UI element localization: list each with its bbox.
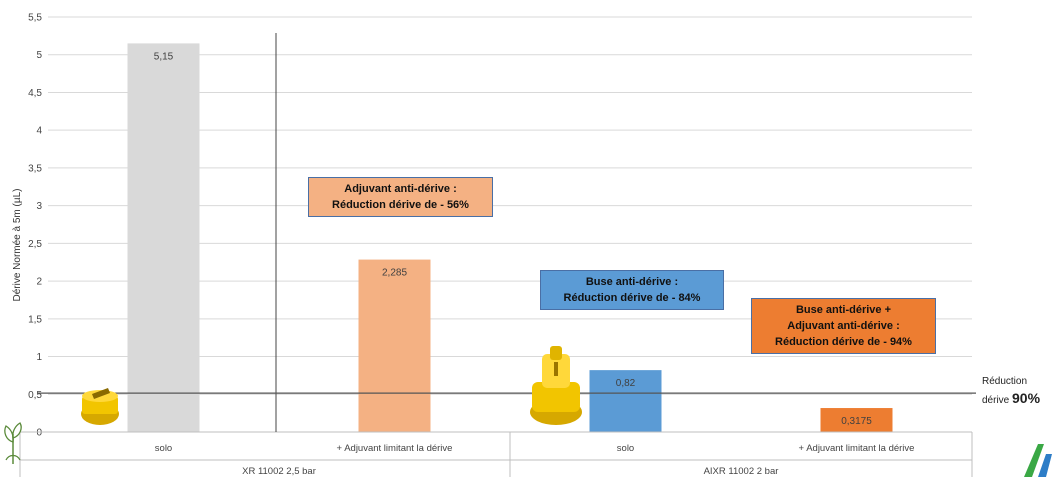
- y-tick-label: 3: [36, 201, 42, 212]
- bars: [127, 43, 893, 433]
- bar: [127, 43, 200, 433]
- y-tick-label: 2: [36, 277, 42, 288]
- x-group-label: XR 11002 2,5 bar: [242, 466, 316, 477]
- reference-note-value: 90%: [1012, 390, 1041, 406]
- value-label: 2,285: [382, 268, 407, 279]
- y-axis-ticks: 0 0,5 1 1,5 2 2,5 3 3,5 4 4,5 5 5,5: [28, 13, 42, 439]
- bar: [820, 408, 893, 432]
- y-tick-label: 4: [36, 126, 42, 137]
- y-axis-label: Dérive Normée à 5m (µL): [12, 188, 23, 301]
- y-tick-label: 1,5: [28, 314, 42, 325]
- y-tick-label: 1: [36, 352, 42, 363]
- reference-note-line1: Réduction: [982, 376, 1028, 387]
- value-label: 0,3175: [841, 416, 872, 427]
- x-category-label: + Adjuvant limitant la dérive: [337, 443, 453, 454]
- y-tick-label: 5,5: [28, 13, 42, 24]
- x-category-label: solo: [617, 443, 634, 454]
- y-tick-label: 0,5: [28, 390, 42, 401]
- y-tick-label: 4,5: [28, 88, 42, 99]
- gridlines: [48, 16, 972, 433]
- bar: [358, 259, 431, 432]
- y-tick-label: 2,5: [28, 239, 42, 250]
- annotation-adjuvant: Adjuvant anti-dérive : Réduction dérive …: [308, 177, 493, 217]
- value-label: 5,15: [154, 51, 174, 62]
- x-category-label: + Adjuvant limitant la dérive: [799, 443, 915, 454]
- plant-logo-icon: [4, 422, 22, 464]
- y-tick-label: 3,5: [28, 163, 42, 174]
- bar: [589, 370, 662, 432]
- value-labels: 5,15 2,285 0,82 0,3175: [154, 51, 872, 427]
- y-tick-label: 5: [36, 50, 42, 61]
- flat-fan-nozzle-icon: [81, 388, 119, 425]
- reference-note: Réduction dérive 90%: [982, 374, 1040, 409]
- brand-logo-icon: [1024, 444, 1052, 477]
- value-label: 0,82: [616, 378, 636, 389]
- reference-note-line2-prefix: dérive: [982, 395, 1013, 406]
- y-tick-label: 0: [36, 428, 42, 439]
- x-group-label: AIXR 11002 2 bar: [704, 466, 779, 477]
- x-axis: solo + Adjuvant limitant la dérive solo + A…: [19, 431, 973, 477]
- annotation-buse-adjuvant: Buse anti-dérive + Adjuvant anti-dérive …: [751, 298, 936, 354]
- x-category-label: solo: [155, 443, 172, 454]
- annotation-buse: Buse anti-dérive : Réduction dérive de -…: [540, 270, 724, 310]
- air-induction-nozzle-icon: [530, 346, 582, 425]
